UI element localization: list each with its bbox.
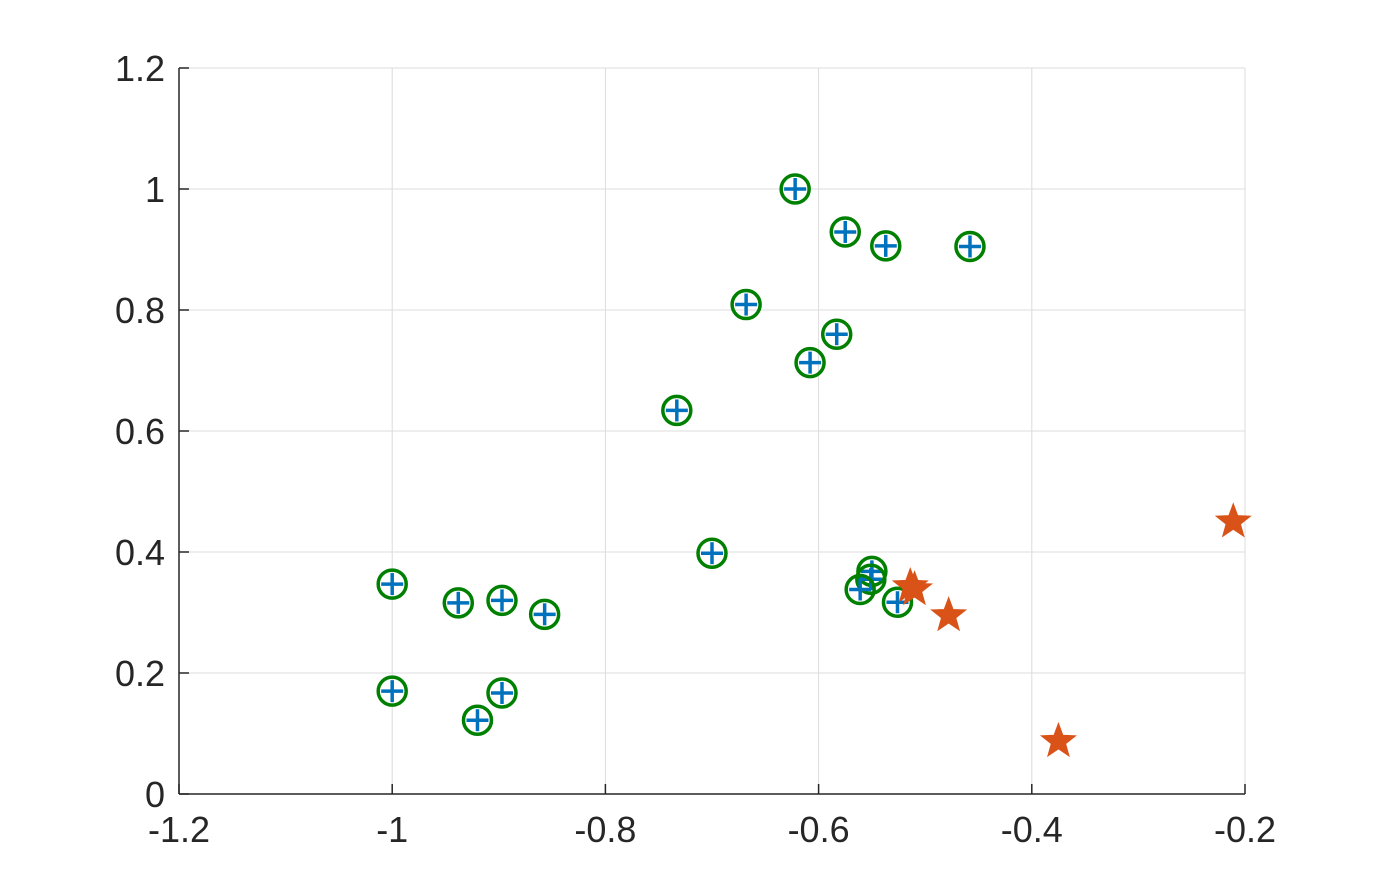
point-circle-marker bbox=[461, 704, 494, 736]
point-circle-marker bbox=[954, 230, 986, 263]
point-circle-marker bbox=[442, 587, 475, 619]
x-tick-label: -0.2 bbox=[1214, 809, 1276, 850]
y-axis-tick-labels: 0 0.2 0.4 0.6 0.8 1 1.2 bbox=[115, 48, 165, 815]
point-circle-marker bbox=[376, 568, 408, 600]
point-circle-marker bbox=[844, 573, 876, 606]
point-circle-marker bbox=[855, 563, 887, 595]
data-point-circle-plus bbox=[779, 173, 811, 205]
data-point-star bbox=[896, 570, 934, 606]
data-point-circle-plus bbox=[486, 677, 518, 709]
point-circle-marker bbox=[881, 586, 914, 618]
data-point-circle-plus bbox=[870, 230, 902, 262]
point-circle-marker bbox=[829, 216, 861, 248]
data-point-circle-plus bbox=[376, 675, 408, 707]
point-circle-marker bbox=[486, 677, 518, 709]
x-tick-label: -0.4 bbox=[1001, 809, 1063, 850]
point-circle-marker bbox=[528, 598, 561, 631]
data-point-circle-plus bbox=[528, 598, 561, 631]
point-circle-marker bbox=[486, 584, 518, 617]
data-point-circle-plus bbox=[730, 288, 762, 321]
data-point-circle-plus bbox=[442, 587, 475, 619]
y-tick-label: 0 bbox=[145, 774, 165, 815]
data-point-star bbox=[1214, 502, 1252, 538]
y-tick-label: 0.2 bbox=[115, 653, 165, 694]
data-point-circle-plus bbox=[954, 230, 986, 263]
x-tick-label: -1 bbox=[376, 809, 408, 850]
data-point-circle-plus bbox=[820, 318, 853, 350]
point-circle-marker bbox=[661, 394, 693, 427]
x-axis-tick-labels: -1.2 -1 -0.8 -0.6 -0.4 -0.2 bbox=[148, 809, 1276, 850]
data-point-circle-plus bbox=[661, 394, 693, 427]
data-point-circle-plus bbox=[794, 346, 826, 379]
data-point-star bbox=[1039, 721, 1077, 758]
data-point-circle-plus bbox=[376, 568, 408, 600]
point-circle-marker bbox=[696, 537, 728, 569]
point-circle-marker bbox=[779, 173, 811, 205]
y-tick-label: 0.4 bbox=[115, 532, 165, 573]
y-tick-label: 1.2 bbox=[115, 48, 165, 89]
point-circle-marker bbox=[870, 230, 902, 262]
y-tick-label: 0.8 bbox=[115, 290, 165, 331]
data-point-circle-plus bbox=[844, 573, 876, 606]
data-point-circle-plus bbox=[486, 584, 518, 617]
point-circle-marker bbox=[730, 288, 762, 321]
series-star bbox=[891, 502, 1252, 758]
data-point-circle-plus bbox=[696, 537, 728, 569]
x-tick-label: -0.8 bbox=[574, 809, 636, 850]
axes bbox=[178, 67, 1246, 795]
x-tick-label: -1.2 bbox=[148, 809, 210, 850]
point-circle-marker bbox=[820, 318, 853, 350]
x-tick-label: -0.6 bbox=[788, 809, 850, 850]
data-point-circle-plus bbox=[461, 704, 494, 736]
data-point-star bbox=[930, 596, 968, 632]
series-circle-plus bbox=[376, 173, 986, 736]
y-tick-label: 0.6 bbox=[115, 411, 165, 452]
y-tick-label: 1 bbox=[145, 169, 165, 210]
point-circle-marker bbox=[376, 675, 408, 707]
point-circle-marker bbox=[794, 346, 826, 379]
data-series bbox=[376, 173, 1252, 758]
data-point-circle-plus bbox=[829, 216, 861, 248]
